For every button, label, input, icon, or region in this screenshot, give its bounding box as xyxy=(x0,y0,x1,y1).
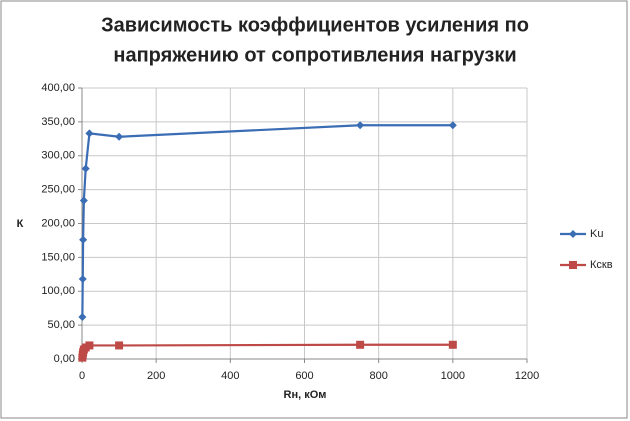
point-marker xyxy=(448,340,457,349)
y-tick-label: 200,00 xyxy=(41,217,75,229)
x-tick-label: 600 xyxy=(295,370,313,382)
y-tick-label: 0,00 xyxy=(54,353,75,365)
point-marker xyxy=(115,132,124,141)
point-marker xyxy=(79,196,88,205)
x-tick-label: 800 xyxy=(369,370,387,382)
x-tick-label: 400 xyxy=(221,370,239,382)
y-tick-label: 150,00 xyxy=(41,251,75,263)
point-marker xyxy=(356,121,365,130)
point-marker xyxy=(115,341,124,350)
y-tick-label: 250,00 xyxy=(41,184,75,196)
point-marker xyxy=(78,275,87,284)
legend-label: Ku xyxy=(590,228,603,240)
x-axis-title: Rн, кОм xyxy=(284,389,327,401)
y-tick-label: 400,00 xyxy=(41,82,75,94)
point-marker xyxy=(78,312,87,321)
y-tick-label: 100,00 xyxy=(41,285,75,297)
legend-label: Кскв xyxy=(590,259,613,271)
x-tick-label: 1200 xyxy=(515,370,539,382)
point-marker xyxy=(85,129,94,138)
chart-title: напряжению от сопротивления нагрузки xyxy=(113,44,516,66)
x-tick-label: 200 xyxy=(147,370,165,382)
x-tick-label: 1000 xyxy=(441,370,465,382)
point-marker xyxy=(448,121,457,130)
point-marker xyxy=(356,340,365,349)
point-marker xyxy=(569,261,577,269)
point-marker xyxy=(79,235,88,244)
point-marker xyxy=(85,341,94,350)
chart-title: Зависимость коэффициентов усиления по xyxy=(101,14,529,36)
y-tick-label: 350,00 xyxy=(41,116,75,128)
point-marker xyxy=(569,230,577,238)
y-axis-title: К xyxy=(17,218,24,230)
y-tick-label: 300,00 xyxy=(41,150,75,162)
point-marker xyxy=(81,164,90,173)
y-tick-label: 50,00 xyxy=(47,319,75,331)
x-tick-label: 0 xyxy=(79,370,85,382)
